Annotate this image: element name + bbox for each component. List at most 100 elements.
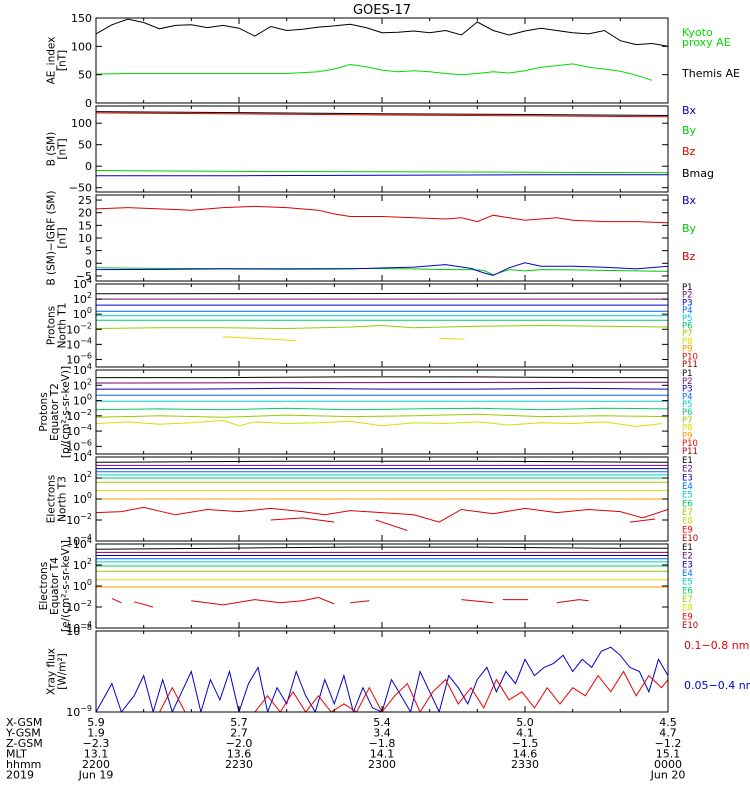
series-line-12 xyxy=(375,519,408,531)
ytick-label: 0 xyxy=(85,160,92,173)
x-axis-value: Jun 20 xyxy=(650,769,686,782)
x-axis-value: 2300 xyxy=(368,758,396,771)
legend: Bx By Bz Bmag xyxy=(682,104,714,180)
series-line-11 xyxy=(270,517,335,523)
series-line-13 xyxy=(629,518,656,523)
series-line-1 xyxy=(96,292,668,295)
ytick-label: 102 xyxy=(73,291,92,306)
legend-item: By xyxy=(682,222,697,235)
legend-item: P7 xyxy=(682,329,693,339)
ytick-label: 104 xyxy=(73,362,92,377)
legend-item: E7 xyxy=(682,508,693,518)
ytick-label: 0 xyxy=(85,97,92,110)
ytick-label: −5 xyxy=(76,270,92,283)
legend-item: 0.05−0.4 nm xyxy=(684,679,750,692)
x-axis-value: 3.4 xyxy=(373,727,391,740)
y-axis-label: [W/m²] xyxy=(57,653,69,690)
y-axis-label: North T3 xyxy=(57,476,69,522)
x-axis-table: X-GSM 5.9 5.7 5.4 5.0 4.5 Y-GSM 1.9 2.7 3.4 4.1 4.7… xyxy=(5,716,685,782)
ytick-label: 100 xyxy=(73,306,92,321)
legend-item: E2 xyxy=(682,552,693,562)
legend-item: Bmag xyxy=(682,167,714,180)
y-axis-label: Equator T4 xyxy=(49,557,61,615)
x-axis-value: −2.3 xyxy=(83,737,110,750)
x-axis-value: 5.0 xyxy=(516,716,534,729)
series-line-2 xyxy=(159,670,668,712)
ytick-label: 104 xyxy=(73,276,92,291)
x-axis-value: Jun 19 xyxy=(78,769,114,782)
ytick-label: −50 xyxy=(69,182,92,195)
ytick-label: 25 xyxy=(78,194,92,207)
legend-item: E7 xyxy=(682,595,693,605)
series-line-2 xyxy=(96,112,668,118)
legend-item: P10 xyxy=(682,439,698,449)
series-line-10 xyxy=(111,598,122,604)
legend-item: E1 xyxy=(682,543,693,553)
legend-item: proxy AE xyxy=(682,36,731,49)
series-group xyxy=(96,376,668,428)
ytick-label: 100 xyxy=(73,491,92,506)
series-line-1 xyxy=(96,111,668,116)
legend-item: E4 xyxy=(682,482,693,492)
y-axis-label: [e/(cm²-s-sr-keV)] xyxy=(60,540,72,632)
panel-2: −50 0 50 100 B (SM) [nT] Bx By Bz Bmag xyxy=(46,104,715,195)
series-group xyxy=(96,546,668,608)
figure-title: GOES-17 xyxy=(353,3,411,18)
series-line-8 xyxy=(96,419,662,428)
series-line-14 xyxy=(461,599,494,604)
ytick-label: 100 xyxy=(71,40,92,53)
ytick-label: 10−2 xyxy=(66,321,92,336)
ytick-label: 50 xyxy=(78,139,92,152)
legend-item: E2 xyxy=(682,465,693,475)
legend-item: E10 xyxy=(682,621,698,631)
y-axis-label: Electrons xyxy=(38,562,50,611)
x-axis-value: 0000 xyxy=(654,758,682,771)
ytick-label: 102 xyxy=(73,557,92,572)
legend-item: P9 xyxy=(682,431,693,441)
x-axis-value: 4.1 xyxy=(516,727,534,740)
x-axis-value: 2330 xyxy=(511,758,539,771)
y-axis-label: Protons xyxy=(46,306,58,345)
legend-item: Kyoto xyxy=(682,26,713,39)
legend-item: P1 xyxy=(682,369,693,379)
ytick-label: 0 xyxy=(85,257,92,270)
ytick-label: 102 xyxy=(73,377,92,392)
series-group xyxy=(96,646,668,712)
ytick-label: 150 xyxy=(71,12,92,25)
series-line-6 xyxy=(96,407,668,411)
legend-item: Themis AE xyxy=(681,67,740,80)
ytick-label: 104 xyxy=(73,449,92,464)
legend-item: E5 xyxy=(682,491,693,501)
series-group xyxy=(96,460,668,531)
legend-item: Bx xyxy=(682,104,697,117)
legend-item: E5 xyxy=(682,578,693,588)
y-axis-label: Equator T2 xyxy=(49,383,61,441)
series-line-16 xyxy=(556,599,589,604)
series-line-2 xyxy=(96,63,653,81)
series-line-1 xyxy=(96,646,668,712)
x-axis-row-label: 2019 xyxy=(6,769,34,782)
ytick-label: 5 xyxy=(85,245,92,258)
series-line-1 xyxy=(96,546,668,550)
legend-item: P2 xyxy=(682,291,693,301)
legend-item: P9 xyxy=(682,345,693,355)
series-line-1 xyxy=(96,18,668,47)
series-group xyxy=(96,205,668,276)
legend-item: P5 xyxy=(682,314,693,324)
series-line-10 xyxy=(96,506,668,523)
legend-item: 0.1−0.8 nm xyxy=(684,639,749,652)
legend: 0.1−0.8 nm 0.05−0.4 nm xyxy=(684,639,750,692)
legend-item: E9 xyxy=(682,612,693,622)
x-axis-value: 4.7 xyxy=(659,727,677,740)
series-group xyxy=(96,111,668,177)
series-line-7 xyxy=(96,324,668,330)
y-axis-label: [nT] xyxy=(57,138,69,159)
